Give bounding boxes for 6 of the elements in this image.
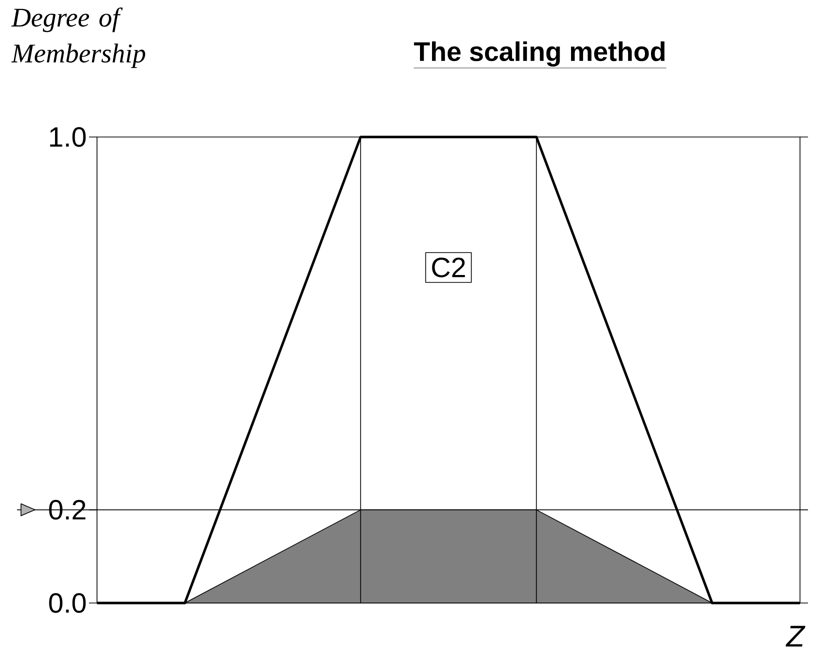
y-tick-label: 1.0 — [50, 127, 86, 147]
annotation: C2 — [432, 258, 465, 278]
y-tick-label: 0.0 — [49, 593, 86, 613]
x-axis-title: Z — [786, 626, 806, 646]
chart-title: The scaling method — [414, 41, 665, 67]
y-axis-title: Degree of Membership — [11, 8, 146, 68]
